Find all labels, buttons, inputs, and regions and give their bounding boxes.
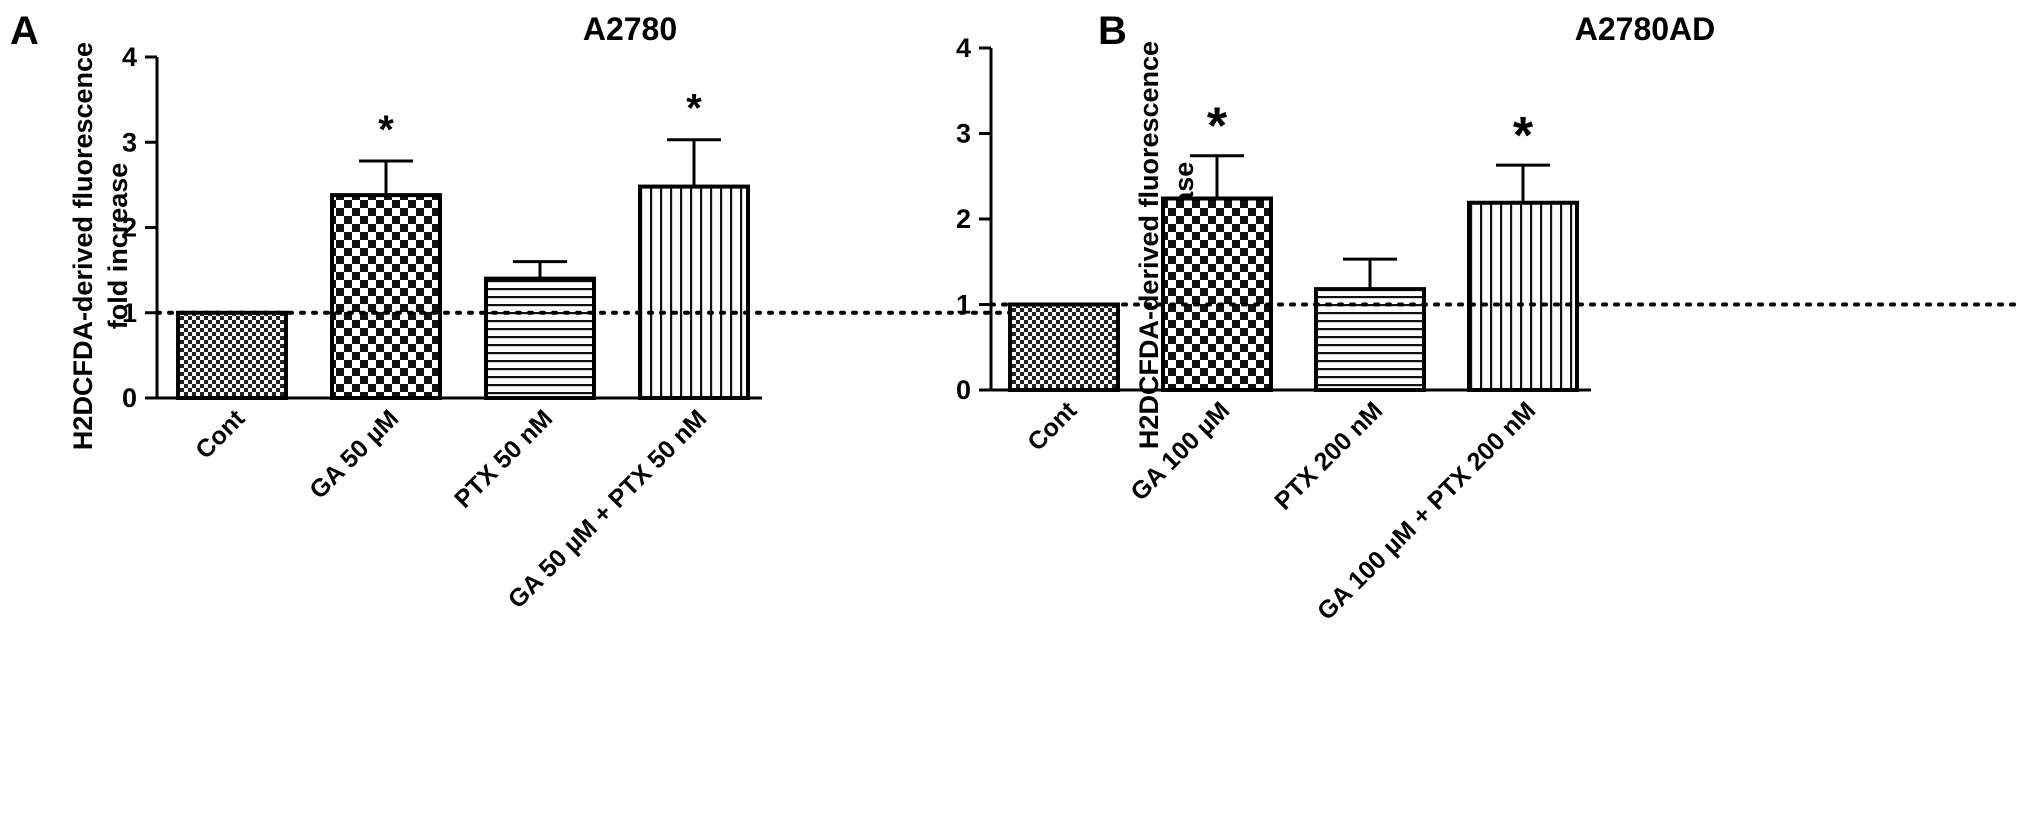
y-axis-label-line-2: fold increase <box>103 163 133 330</box>
y-axis-label-line-1: H2DCFDA-derived fluorescence <box>68 42 98 450</box>
y-tick-label: 4 <box>122 42 137 72</box>
panel-letter: A <box>10 9 39 53</box>
chart-title: A2780AD <box>1575 11 1716 47</box>
y-tick-label: 1 <box>122 298 137 328</box>
y-tick-label: 3 <box>122 127 137 157</box>
y-tick-label: 3 <box>956 119 971 149</box>
y-axis-label-line-1: H2DCFDA-derived fluorescence <box>1134 41 1164 449</box>
y-tick-label: 1 <box>956 290 971 320</box>
bar <box>330 193 442 400</box>
significance-marker: * <box>686 87 702 131</box>
x-tick-label: Cont <box>1022 396 1083 457</box>
y-tick-label: 4 <box>956 33 971 63</box>
x-tick-label: GA 50 µM <box>304 404 404 504</box>
x-tick-label: PTX 50 nM <box>449 404 558 513</box>
bar <box>638 184 750 400</box>
significance-marker: * <box>378 108 394 152</box>
significance-marker: * <box>1207 98 1228 156</box>
y-tick-label: 0 <box>956 375 971 405</box>
bar <box>1161 196 1273 392</box>
y-tick-label: 0 <box>122 383 137 413</box>
y-tick-label: 2 <box>122 213 137 243</box>
chart-title: A2780 <box>583 11 677 47</box>
significance-marker: * <box>1513 107 1534 165</box>
panel-letter: B <box>1098 9 1127 53</box>
bar <box>1314 287 1426 392</box>
x-tick-label: Cont <box>190 404 251 465</box>
y-tick-label: 2 <box>956 204 971 234</box>
bar <box>1008 302 1120 392</box>
x-tick-label: PTX 200 nM <box>1269 396 1388 515</box>
bar <box>176 310 288 400</box>
bar <box>484 276 596 400</box>
panel-a: A A2780 H2DCFDA-derived fluorescence fol… <box>10 9 1012 614</box>
panel-b: B A2780AD H2DCFDA-derived fluorescence f… <box>956 9 2023 626</box>
bar <box>1467 200 1579 392</box>
